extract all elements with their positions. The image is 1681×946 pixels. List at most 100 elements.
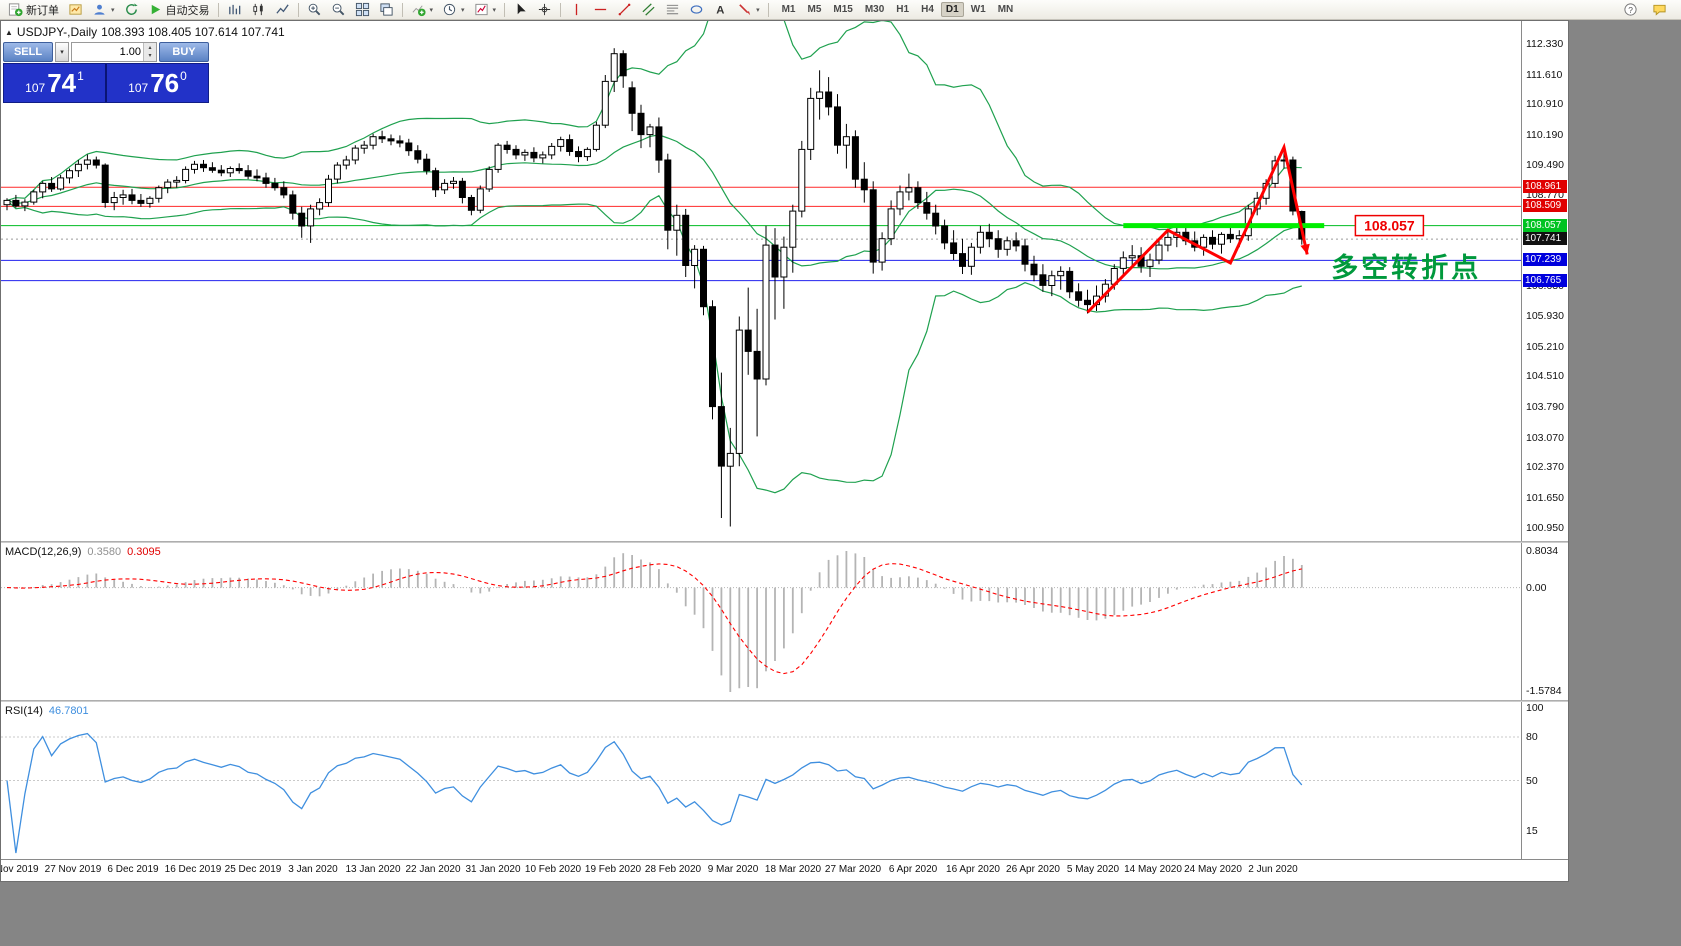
new-chart-button[interactable] bbox=[64, 0, 87, 19]
rsi-pane: 100 80 50 15 RSI(14) 46.7801 bbox=[1, 702, 1568, 859]
rsi-label: RSI(14) 46.7801 bbox=[5, 705, 89, 717]
date-label: 8 Nov 2019 bbox=[1, 864, 39, 875]
trend-arrow[interactable] bbox=[1086, 142, 1309, 314]
zoom-in-button[interactable] bbox=[303, 0, 326, 19]
templates-button[interactable]: ▾ bbox=[470, 0, 501, 19]
bar-chart-icon bbox=[228, 4, 240, 15]
price-badge-106.765: 106.765 bbox=[1523, 273, 1567, 287]
date-label: 24 May 2020 bbox=[1184, 864, 1242, 875]
date-label: 9 Mar 2020 bbox=[707, 864, 759, 875]
cursor-button[interactable] bbox=[509, 0, 532, 19]
price-tick-label: 109.490 bbox=[1526, 158, 1564, 171]
help-button[interactable]: ? bbox=[1619, 0, 1642, 19]
rsi-tick-label: 50 bbox=[1526, 774, 1538, 787]
timeframe-button-h1[interactable]: H1 bbox=[896, 4, 910, 15]
pane-splitter[interactable] bbox=[1, 700, 1568, 702]
horizontal-line-tool-button[interactable] bbox=[589, 0, 612, 19]
cascade-windows-button[interactable] bbox=[375, 0, 398, 19]
time-axis[interactable]: 8 Nov 2019 27 Nov 2019 6 Dec 2019 16 Dec 20… bbox=[1, 859, 1568, 881]
bid-price[interactable]: 107 74 1 bbox=[4, 64, 105, 102]
date-label: 28 Feb 2020 bbox=[644, 864, 702, 875]
toolbar-separator bbox=[560, 2, 562, 17]
macd-chart bbox=[1, 551, 1521, 692]
indicators-add-icon bbox=[412, 5, 426, 17]
rsi-chart bbox=[1, 732, 1521, 854]
price-callout-box[interactable] bbox=[1354, 214, 1425, 237]
pane-splitter[interactable] bbox=[1, 541, 1568, 543]
line-chart-button[interactable] bbox=[271, 0, 294, 19]
date-label: 26 Apr 2020 bbox=[1006, 864, 1060, 875]
timeframe-button-m15[interactable]: M15 bbox=[833, 4, 853, 15]
community-button[interactable] bbox=[1648, 0, 1671, 19]
date-label: 27 Mar 2020 bbox=[824, 864, 882, 875]
timeframe-button-d1[interactable]: D1 bbox=[940, 2, 964, 17]
bid-integer: 107 bbox=[25, 81, 46, 95]
buy-button[interactable]: BUY bbox=[159, 42, 209, 62]
timeframe-button-w1[interactable]: W1 bbox=[970, 4, 986, 15]
shapes-tool-button[interactable] bbox=[685, 0, 708, 19]
macd-main-value: 0.3580 bbox=[87, 546, 122, 558]
bollinger-middle-band bbox=[6, 134, 1302, 270]
macd-name: MACD(12,26,9) bbox=[5, 546, 82, 558]
bar-chart-button[interactable] bbox=[223, 0, 246, 19]
price-badge-108.509: 108.509 bbox=[1523, 199, 1567, 213]
text-tool-button[interactable]: A bbox=[709, 0, 732, 19]
cursor-icon bbox=[517, 3, 526, 15]
templates-icon bbox=[474, 3, 488, 16]
price-tick-label: 110.190 bbox=[1526, 128, 1564, 141]
channel-tool-button[interactable] bbox=[637, 0, 660, 19]
order-options-dropdown[interactable]: ▾ bbox=[55, 42, 69, 62]
volume-spinbox: ▴▾ bbox=[71, 42, 157, 62]
refresh-button[interactable] bbox=[120, 0, 143, 19]
profiles-button[interactable]: ▾ bbox=[88, 0, 119, 19]
arrows-tool-button[interactable]: ▾ bbox=[733, 0, 764, 19]
macd-axis[interactable]: 0.8034 0.00 -1.5784 bbox=[1521, 543, 1568, 700]
bollinger-upper-band bbox=[6, 21, 1302, 231]
indicators-button[interactable]: ▾ bbox=[407, 0, 438, 19]
help-icon: ? bbox=[1624, 3, 1637, 16]
crosshair-icon bbox=[538, 3, 551, 16]
panel-collapse-icon[interactable]: ▲ bbox=[5, 27, 13, 37]
ohlc-values: 108.393 108.405 107.614 107.741 bbox=[101, 25, 285, 39]
trendline-icon bbox=[618, 3, 631, 16]
vertical-line-tool-button[interactable] bbox=[565, 0, 588, 19]
macd-signal-value: 0.3095 bbox=[127, 546, 161, 558]
chevron-down-icon: ▾ bbox=[756, 6, 760, 14]
periods-button[interactable]: ▾ bbox=[438, 0, 469, 19]
rsi-axis[interactable]: 100 80 50 15 bbox=[1521, 702, 1568, 859]
trendline-tool-button[interactable] bbox=[613, 0, 636, 19]
autotrading-button[interactable]: 自动交易 bbox=[144, 0, 214, 20]
crosshair-button[interactable] bbox=[533, 0, 556, 19]
zoom-out-button[interactable] bbox=[327, 0, 350, 19]
date-label: 13 Jan 2020 bbox=[345, 864, 401, 875]
ask-price[interactable]: 107 76 0 bbox=[107, 64, 208, 102]
bid-fraction: 1 bbox=[77, 69, 84, 83]
price-chart: 108.057 多空转折点 bbox=[1, 21, 1521, 527]
chevron-down-icon: ▾ bbox=[461, 6, 465, 14]
timeframe-button-m30[interactable]: M30 bbox=[864, 4, 885, 15]
chat-icon bbox=[1653, 4, 1666, 16]
chevron-down-icon: ▾ bbox=[111, 6, 115, 14]
toolbar-separator bbox=[297, 2, 299, 17]
new-order-button[interactable]: 新订单 bbox=[4, 0, 63, 20]
horizontal-line-icon bbox=[594, 8, 607, 11]
chevron-down-icon: ▾ bbox=[60, 49, 64, 56]
timeframe-button-m5[interactable]: M5 bbox=[807, 4, 822, 15]
timeframe-button-h4[interactable]: H4 bbox=[921, 4, 934, 15]
timeframe-button-m1[interactable]: M1 bbox=[781, 4, 796, 15]
tile-windows-button[interactable] bbox=[351, 0, 374, 19]
toolbar-separator bbox=[401, 2, 403, 17]
candlestick-chart-button[interactable] bbox=[247, 0, 270, 19]
ask-fraction: 0 bbox=[180, 69, 187, 83]
price-axis[interactable]: 112.330 111.610 110.910 110.190 109.490 108.7… bbox=[1521, 21, 1568, 541]
vertical-line-icon bbox=[575, 3, 578, 16]
date-label: 25 Dec 2019 bbox=[224, 864, 282, 875]
fibonacci-tool-button[interactable] bbox=[661, 0, 684, 19]
sell-button[interactable]: SELL bbox=[3, 42, 53, 62]
timeframe-button-mn[interactable]: MN bbox=[997, 4, 1014, 15]
volume-input[interactable] bbox=[72, 43, 143, 61]
volume-spinner[interactable]: ▴ ▾ bbox=[143, 43, 156, 61]
price-tick-label: 102.370 bbox=[1526, 461, 1564, 474]
date-label: 6 Dec 2019 bbox=[107, 864, 159, 875]
